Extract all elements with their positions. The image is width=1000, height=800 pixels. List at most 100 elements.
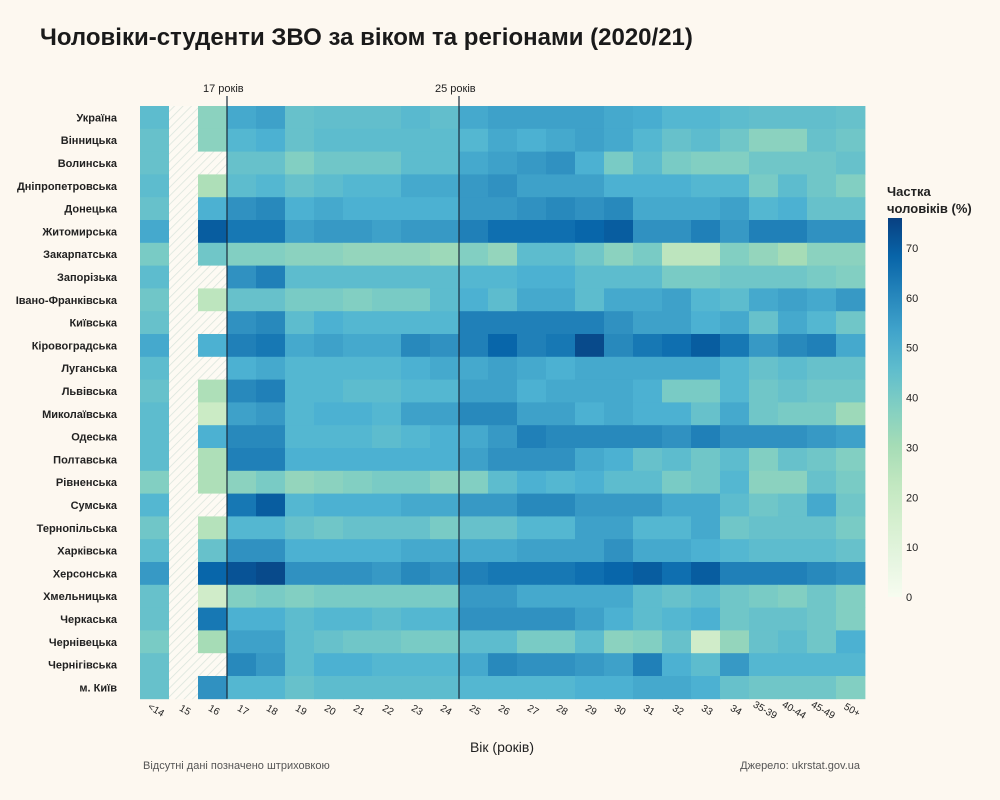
heatmap-cell-10-18 — [662, 334, 692, 358]
heatmap-cell-15-23 — [807, 448, 837, 472]
heatmap-cell-18-7 — [343, 516, 373, 540]
column-label: 15 — [177, 703, 193, 718]
heatmap-cell-11-8 — [372, 356, 402, 380]
heatmap-cell-17-14 — [546, 493, 576, 517]
heatmap-cell-23-15 — [575, 630, 605, 654]
heatmap-cell-9-5 — [285, 311, 315, 335]
heatmap-cell-11-4 — [256, 356, 286, 380]
heatmap-cell-3-16 — [604, 174, 634, 198]
heatmap-cell-10-24 — [836, 334, 866, 358]
heatmap-cell-20-22 — [778, 562, 808, 586]
heatmap-cell-12-14 — [546, 379, 576, 403]
heatmap-cell-20-1 — [169, 562, 199, 586]
heatmap-cell-9-21 — [749, 311, 779, 335]
heatmap-cell-16-22 — [778, 470, 808, 494]
heatmap-cell-22-23 — [807, 607, 837, 631]
heatmap-cell-12-17 — [633, 379, 663, 403]
heatmap-cell-15-15 — [575, 448, 605, 472]
heatmap-cell-16-17 — [633, 470, 663, 494]
heatmap-cell-1-8 — [372, 128, 402, 152]
heatmap-cell-19-23 — [807, 539, 837, 563]
heatmap-cell-5-3 — [227, 220, 257, 244]
heatmap-cell-17-6 — [314, 493, 344, 517]
column-label: 22 — [380, 703, 396, 718]
heatmap-cell-12-11 — [459, 379, 489, 403]
heatmap-cell-24-17 — [633, 653, 663, 677]
heatmap-cell-0-23 — [807, 106, 837, 130]
heatmap-cell-24-7 — [343, 653, 373, 677]
heatmap-cell-18-3 — [227, 516, 257, 540]
heatmap-cell-21-9 — [401, 584, 431, 608]
heatmap-cell-25-2 — [198, 676, 228, 700]
heatmap-cell-4-3 — [227, 197, 257, 221]
heatmap-cell-19-16 — [604, 539, 634, 563]
row-label: Донецька — [64, 204, 117, 216]
heatmap-cell-20-2 — [198, 562, 228, 586]
column-label: 31 — [641, 703, 657, 718]
heatmap-cell-8-6 — [314, 288, 344, 312]
heatmap-cell-25-18 — [662, 676, 692, 700]
heatmap-cell-2-20 — [720, 151, 750, 175]
heatmap-cell-0-6 — [314, 106, 344, 130]
heatmap-cell-25-3 — [227, 676, 257, 700]
heatmap-cell-1-15 — [575, 128, 605, 152]
heatmap-cell-5-19 — [691, 220, 721, 244]
heatmap-cell-9-12 — [488, 311, 518, 335]
heatmap-cell-17-3 — [227, 493, 257, 517]
heatmap-cell-23-16 — [604, 630, 634, 654]
heatmap-cell-23-3 — [227, 630, 257, 654]
heatmap-cell-4-21 — [749, 197, 779, 221]
heatmap-cell-7-21 — [749, 265, 779, 289]
row-label: Сумська — [71, 500, 118, 512]
heatmap-cell-3-23 — [807, 174, 837, 198]
heatmap-cell-15-19 — [691, 448, 721, 472]
heatmap-cell-3-24 — [836, 174, 866, 198]
heatmap-cell-19-0 — [140, 539, 170, 563]
heatmap-cell-9-17 — [633, 311, 663, 335]
heatmap-cell-15-3 — [227, 448, 257, 472]
heatmap-cell-9-18 — [662, 311, 692, 335]
heatmap-cell-7-8 — [372, 265, 402, 289]
heatmap-cell-8-22 — [778, 288, 808, 312]
heatmap-cell-17-12 — [488, 493, 518, 517]
heatmap-cell-6-3 — [227, 242, 257, 266]
heatmap-cell-9-10 — [430, 311, 460, 335]
heatmap-cell-19-12 — [488, 539, 518, 563]
heatmap-cell-20-20 — [720, 562, 750, 586]
heatmap-cell-0-9 — [401, 106, 431, 130]
heatmap-cell-14-14 — [546, 425, 576, 449]
heatmap-cell-1-5 — [285, 128, 315, 152]
heatmap-cell-1-11 — [459, 128, 489, 152]
heatmap-cell-9-15 — [575, 311, 605, 335]
heatmap-cell-12-2 — [198, 379, 228, 403]
heatmap-cell-12-4 — [256, 379, 286, 403]
heatmap-cell-2-14 — [546, 151, 576, 175]
column-label: 32 — [670, 703, 686, 718]
heatmap-cell-0-20 — [720, 106, 750, 130]
heatmap-cell-13-20 — [720, 402, 750, 426]
reference-label: 25 років — [435, 83, 476, 95]
heatmap-cell-12-8 — [372, 379, 402, 403]
heatmap-cell-5-24 — [836, 220, 866, 244]
heatmap-cell-3-0 — [140, 174, 170, 198]
heatmap-cell-1-0 — [140, 128, 170, 152]
heatmap-cell-25-14 — [546, 676, 576, 700]
heatmap-cell-2-21 — [749, 151, 779, 175]
heatmap-cell-21-0 — [140, 584, 170, 608]
heatmap-cell-8-12 — [488, 288, 518, 312]
heatmap-cell-0-22 — [778, 106, 808, 130]
heatmap-cell-3-14 — [546, 174, 576, 198]
heatmap-cell-11-17 — [633, 356, 663, 380]
heatmap-cell-5-21 — [749, 220, 779, 244]
heatmap-cell-11-21 — [749, 356, 779, 380]
heatmap-cell-19-5 — [285, 539, 315, 563]
heatmap-cell-4-11 — [459, 197, 489, 221]
heatmap-cell-4-7 — [343, 197, 373, 221]
heatmap-cell-21-8 — [372, 584, 402, 608]
heatmap-cell-23-13 — [517, 630, 547, 654]
heatmap-cell-0-17 — [633, 106, 663, 130]
heatmap-cell-3-1 — [169, 174, 199, 198]
heatmap-cell-16-15 — [575, 470, 605, 494]
heatmap-cell-10-11 — [459, 334, 489, 358]
heatmap-cell-9-9 — [401, 311, 431, 335]
